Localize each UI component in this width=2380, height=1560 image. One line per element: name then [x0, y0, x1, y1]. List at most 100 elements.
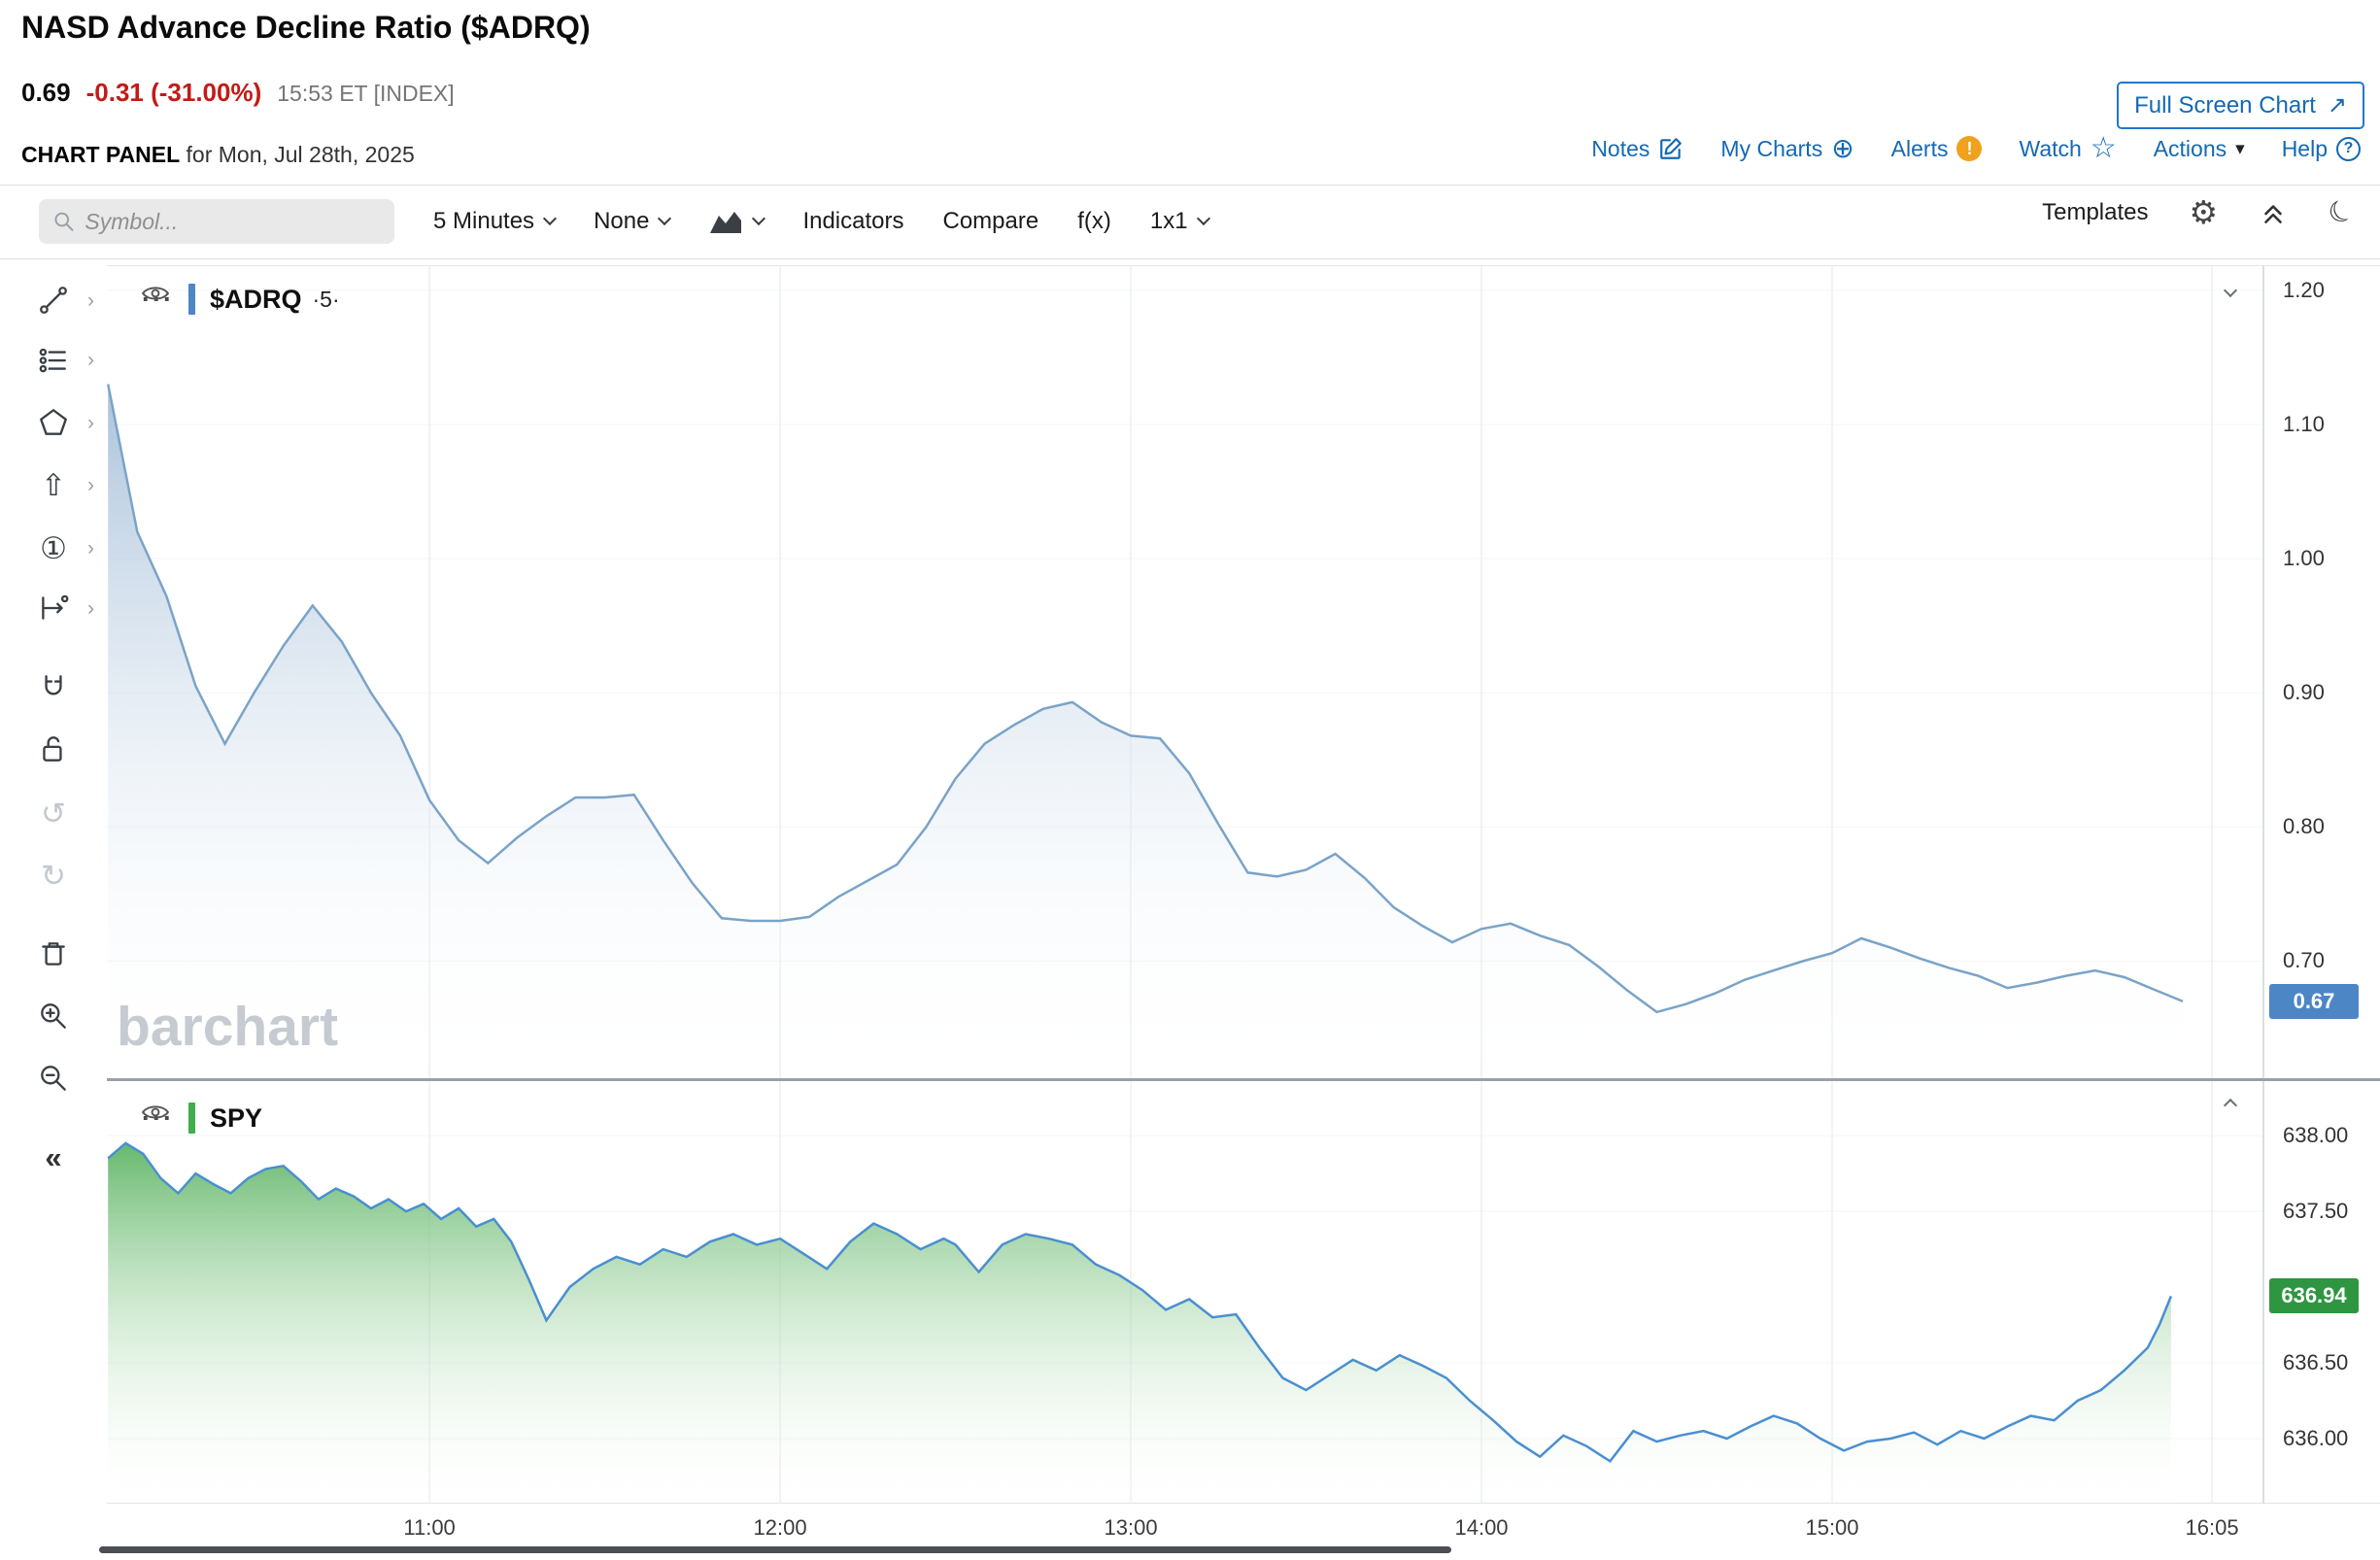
spy-last-price-badge: 636.94 — [2269, 1278, 2359, 1314]
fx-button[interactable]: f(x) — [1077, 208, 1111, 234]
y-axis-label: 638.00 — [2283, 1123, 2349, 1148]
price-change: -0.31 (-31.00%) — [85, 78, 262, 107]
adrq-legend: ··· $ADRQ ·5· — [142, 284, 340, 315]
submenu-arrow-icon[interactable]: › — [87, 412, 94, 434]
submenu-arrow-icon[interactable]: › — [87, 289, 94, 312]
alerts-link[interactable]: Alerts ! — [1891, 136, 1983, 162]
redo-icon: ↻ — [41, 858, 66, 893]
quote-timestamp: 15:53 ET [INDEX] — [277, 81, 455, 106]
x-axis-label: 13:00 — [1104, 1515, 1158, 1540]
actions-dropdown[interactable]: Actions ▾ — [2154, 136, 2245, 162]
chart-area: barchart ··· $ADRQ ·5· 0.67 1.20 1.10 1.00… — [107, 265, 2380, 1560]
my-charts-label: My Charts — [1720, 135, 1823, 161]
indicators-button[interactable]: Indicators — [802, 208, 904, 234]
layout-label: 1x1 — [1149, 208, 1188, 234]
drawing-tool-rail: › › › ⇧ › ① › › ↺ ↻ « — [0, 265, 107, 1560]
chart-toolbar: 5 Minutes None Indicators Compare f(x) 1… — [0, 186, 2380, 259]
header-links: Notes My Charts ⊕ Alerts ! Watch ☆ Actio… — [1591, 134, 2361, 163]
submenu-arrow-icon[interactable]: › — [87, 597, 94, 620]
circled-one-icon: ① — [40, 530, 67, 565]
time-scrollbar-thumb[interactable] — [99, 1546, 1451, 1553]
search-icon — [54, 212, 74, 231]
adrq-area-fill — [108, 384, 2184, 1079]
arrow-up-icon: ⇧ — [41, 467, 66, 502]
symbol-search-box[interactable] — [39, 199, 394, 244]
spy-price-line — [107, 1141, 2173, 1463]
watch-label: Watch — [2019, 135, 2082, 161]
notes-link[interactable]: Notes — [1591, 136, 1683, 162]
arrow-ne-icon: ↗ — [2327, 92, 2347, 119]
x-axis-label: 12:00 — [753, 1515, 807, 1540]
measure-tool-button[interactable] — [25, 586, 82, 630]
chart-panel-date: for Mon, Jul 28th, 2025 — [186, 142, 415, 167]
period-dropdown[interactable]: 5 Minutes — [433, 208, 558, 235]
undo-button[interactable]: ↺ — [25, 791, 82, 835]
spy-area-fill — [108, 1142, 2171, 1504]
toolbar-divider — [0, 258, 2380, 259]
alerts-label: Alerts — [1890, 135, 1949, 161]
visibility-eye-icon[interactable] — [142, 1102, 169, 1122]
annotations-tool-button[interactable] — [25, 337, 82, 382]
chevron-down-icon — [1196, 211, 1210, 226]
submenu-arrow-icon[interactable]: › — [87, 537, 94, 560]
zoom-out-button[interactable] — [25, 1056, 82, 1101]
chevron-down-icon — [752, 211, 766, 226]
spy-symbol-label: SPY — [209, 1102, 263, 1133]
arrow-tool-button[interactable]: ⇧ — [25, 462, 82, 507]
delete-drawings-button[interactable] — [25, 932, 82, 976]
plus-circle-icon: ⊕ — [1831, 133, 1854, 163]
spy-pane[interactable]: ··· SPY 636.94 638.00 637.50 636.50 636.00 — [107, 1081, 2380, 1504]
adrq-legend-color-bar — [187, 284, 195, 315]
zoom-in-button[interactable] — [25, 994, 82, 1038]
settings-gear-icon[interactable]: ⚙ — [2189, 194, 2219, 230]
numbers-tool-button[interactable]: ① — [25, 526, 82, 570]
redo-button[interactable]: ↻ — [25, 853, 82, 898]
quote-line: 0.69 -0.31 (-31.00%) 15:53 ET [INDEX] — [21, 78, 455, 108]
x-axis-label: 16:05 — [2185, 1515, 2239, 1540]
x-axis[interactable]: 11:00 12:00 13:00 14:00 15:00 16:05 — [107, 1513, 2380, 1548]
y-axis-label: 1.20 — [2283, 277, 2325, 302]
y-axis-label: 636.50 — [2283, 1350, 2349, 1374]
notes-label: Notes — [1591, 135, 1650, 161]
last-price: 0.69 — [21, 78, 71, 107]
chart-panel-line: CHART PANEL for Mon, Jul 28th, 2025 — [21, 142, 415, 168]
compare-button[interactable]: Compare — [942, 208, 1039, 234]
dark-mode-moon-icon[interactable]: ☾ — [2322, 191, 2362, 233]
templates-button[interactable]: Templates — [2042, 198, 2149, 225]
shapes-tool-button[interactable] — [25, 400, 82, 445]
y-axis-label: 0.90 — [2283, 680, 2325, 705]
period-label: 5 Minutes — [433, 208, 535, 234]
trendline-tool-button[interactable] — [25, 278, 82, 322]
spy-legend-color-bar — [187, 1102, 195, 1134]
y-axis-label: 0.80 — [2283, 814, 2325, 839]
visibility-eye-icon[interactable] — [142, 284, 169, 303]
tools-dropdown[interactable]: None — [594, 208, 672, 235]
magnet-tool-button[interactable] — [25, 666, 82, 711]
submenu-arrow-icon[interactable]: › — [87, 349, 94, 371]
adrq-pane[interactable]: barchart ··· $ADRQ ·5· 0.67 1.20 1.10 1.00… — [107, 266, 2380, 1079]
collapse-toolbar-button[interactable]: « — [25, 1135, 82, 1179]
submenu-arrow-icon[interactable]: › — [87, 474, 94, 496]
adrq-symbol-label: $ADRQ — [209, 284, 302, 314]
my-charts-link[interactable]: My Charts ⊕ — [1720, 135, 1853, 162]
adrq-pane-collapse-chevron-icon[interactable] — [2215, 283, 2238, 303]
y-axis-label: 636.00 — [2283, 1425, 2349, 1450]
area-chart-icon — [710, 212, 742, 233]
header-divider — [0, 185, 2380, 186]
barchart-watermark: barchart — [117, 996, 339, 1058]
lock-tool-button[interactable] — [25, 727, 82, 771]
full-screen-chart-label: Full Screen Chart — [2134, 91, 2316, 119]
full-screen-chart-button[interactable]: Full Screen Chart ↗ — [2117, 82, 2364, 129]
spy-pane-collapse-chevron-icon[interactable] — [2215, 1095, 2238, 1113]
watch-link[interactable]: Watch ☆ — [2019, 134, 2116, 163]
collapse-panel-icon[interactable] — [2259, 198, 2288, 227]
x-axis-label: 14:00 — [1454, 1515, 1509, 1540]
layout-dropdown[interactable]: 1x1 — [1149, 208, 1210, 235]
spy-legend: ··· SPY — [142, 1102, 262, 1134]
chart-type-dropdown[interactable] — [708, 208, 766, 235]
x-axis-label: 15:00 — [1805, 1515, 1859, 1540]
symbol-search-input[interactable] — [85, 208, 381, 235]
help-link[interactable]: Help ? — [2282, 136, 2361, 162]
pane-divider[interactable] — [107, 1078, 2380, 1081]
chevron-down-icon — [542, 211, 558, 226]
